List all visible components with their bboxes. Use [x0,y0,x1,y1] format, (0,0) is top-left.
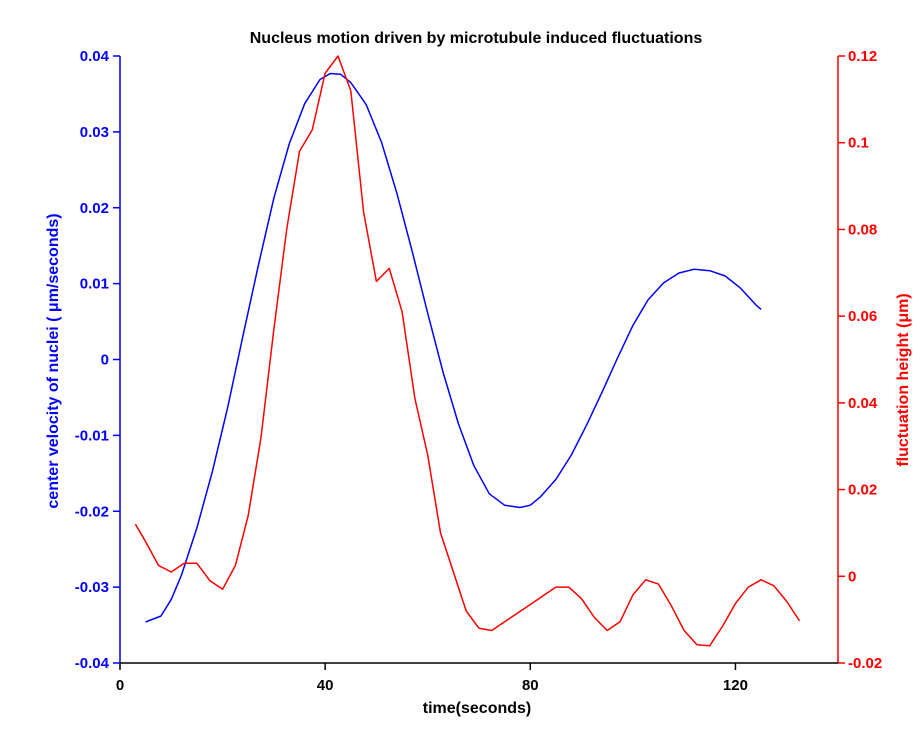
right-y-tick-label: 0.02 [848,482,877,499]
x-tick-label: 0 [116,677,124,694]
right-y-tick-label: 0 [848,568,856,585]
left-y-tick-label: -0.04 [75,655,110,672]
fluctuation-height-line [134,55,801,647]
x-axis-ticks: 0 40 80 120 [116,663,748,694]
right-y-axis-title: fluctuation height (μm) [895,293,912,466]
left-y-tick-label: 0.04 [80,48,110,65]
right-y-tick-label: 0.04 [848,395,878,412]
right-y-axis-ticks: -0.02 0 0.02 0.04 0.06 0.08 0.1 0.12 [838,48,882,672]
left-y-tick-label: -0.03 [75,579,109,596]
right-y-tick-label: 0.08 [848,221,877,238]
left-y-axis-title: center velocity of nuclei ( μm/seconds) [45,213,62,508]
x-axis-title: time(seconds) [423,700,531,717]
x-tick-label: 120 [723,677,748,694]
x-tick-label: 80 [522,677,539,694]
left-y-tick-label: -0.02 [75,503,109,520]
left-y-tick-label: 0.02 [80,200,109,217]
chart-title: Nucleus motion driven by microtubule ind… [250,30,703,47]
x-tick-label: 40 [317,677,334,694]
left-y-tick-label: -0.01 [75,427,109,444]
right-y-tick-label: 0.1 [848,135,869,152]
left-y-axis-ticks: -0.04 -0.03 -0.02 -0.01 0 0.01 0.02 0.03 0.04 [75,48,120,672]
left-y-tick-label: 0.03 [80,124,109,141]
left-y-tick-label: 0 [101,352,109,369]
series-layer [134,55,801,647]
center-velocity-line [145,72,762,623]
left-y-tick-label: 0.01 [80,276,109,293]
right-y-tick-label: 0.06 [848,308,877,325]
right-y-tick-label: 0.12 [848,48,877,65]
right-y-tick-label: -0.02 [848,655,882,672]
